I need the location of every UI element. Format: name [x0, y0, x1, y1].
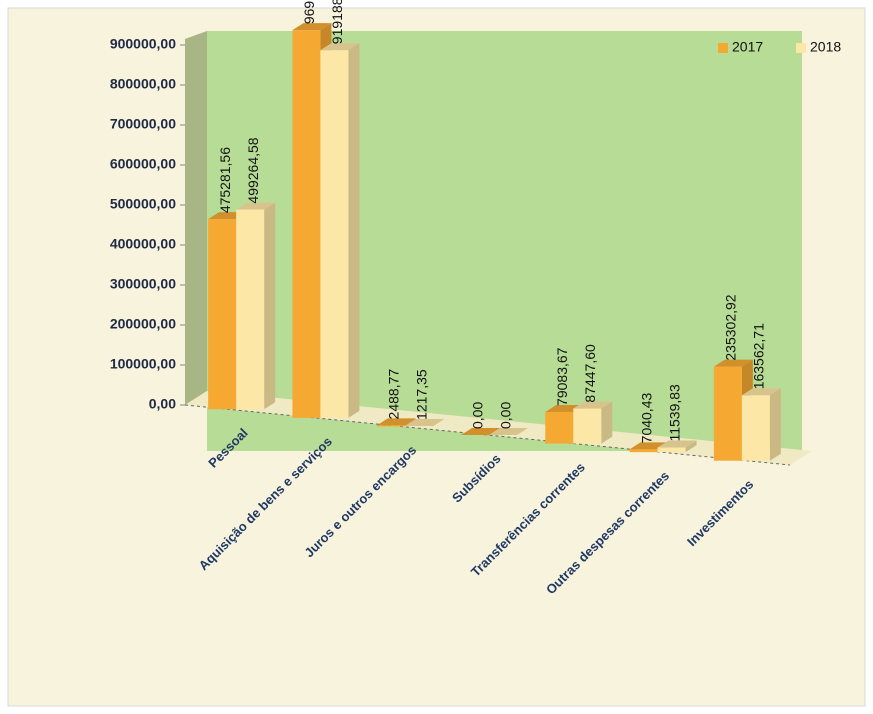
bar-group — [461, 428, 500, 435]
bar-top — [404, 418, 444, 426]
y-tick-label: 400000,00 — [110, 236, 176, 252]
value-label: 0,00 — [498, 402, 514, 429]
bar-group — [573, 401, 613, 444]
bar — [292, 30, 321, 418]
bar-top — [461, 428, 500, 435]
legend-label: 2018 — [810, 39, 841, 55]
legend-swatch — [796, 43, 806, 53]
y-tick-label: 100000,00 — [110, 356, 176, 372]
bar-side — [769, 388, 781, 461]
floor-edge — [184, 404, 791, 466]
value-label: 1217,35 — [413, 369, 429, 420]
bar — [741, 395, 770, 461]
bar-side — [348, 43, 360, 418]
bar-group — [489, 428, 528, 435]
y-tick-label: 0,00 — [149, 396, 176, 412]
bar — [208, 219, 237, 410]
bar-group — [320, 43, 360, 418]
bar — [629, 449, 658, 453]
bar-top — [741, 388, 781, 396]
value-label: 79083,67 — [554, 347, 570, 406]
value-label: 7040,43 — [638, 393, 654, 444]
y-tick-label: 700000,00 — [110, 116, 176, 132]
bar-group — [741, 388, 781, 461]
bar — [545, 411, 574, 444]
bar-top — [489, 428, 528, 435]
y-tick-label: 500000,00 — [110, 196, 176, 212]
bar — [573, 408, 602, 444]
y-tick-label: 300000,00 — [110, 276, 176, 292]
bar-side — [264, 202, 276, 410]
y-tick-label: 600000,00 — [110, 156, 176, 172]
value-label: 235302,92 — [723, 294, 739, 360]
bar — [713, 366, 742, 461]
bar — [376, 425, 405, 427]
bar-group — [657, 440, 697, 453]
value-label: 919188,20 — [329, 0, 345, 44]
bar-top — [236, 202, 276, 210]
y-tick-label: 200000,00 — [110, 316, 176, 332]
bar-side — [432, 418, 444, 427]
bar-top — [573, 401, 613, 409]
bar-side — [601, 401, 613, 444]
legend-swatch — [718, 43, 728, 53]
value-label: 499264,58 — [245, 137, 261, 203]
value-label: 2488,77 — [385, 369, 401, 420]
bar — [657, 447, 686, 453]
bar-group — [404, 418, 444, 427]
legend-label: 2017 — [732, 39, 763, 55]
bar-top — [657, 440, 697, 448]
y-tick-label: 900000,00 — [110, 36, 176, 52]
side-wall — [185, 31, 207, 405]
y-tick-label: 800000,00 — [110, 76, 176, 92]
bar — [236, 209, 265, 410]
value-label: 0,00 — [470, 402, 486, 429]
bar — [320, 50, 349, 418]
value-label: 11539,83 — [666, 384, 682, 442]
value-label: 969281,55 — [301, 0, 317, 24]
value-label: 475281,56 — [217, 147, 233, 213]
bar-top — [713, 359, 753, 367]
value-label: 87447,60 — [582, 344, 598, 403]
bar-top — [320, 43, 360, 51]
bar-top — [292, 23, 332, 31]
bar-side — [685, 440, 697, 453]
bar-group — [236, 202, 276, 410]
bar-top — [376, 418, 416, 426]
value-label: 163562,71 — [751, 323, 767, 389]
